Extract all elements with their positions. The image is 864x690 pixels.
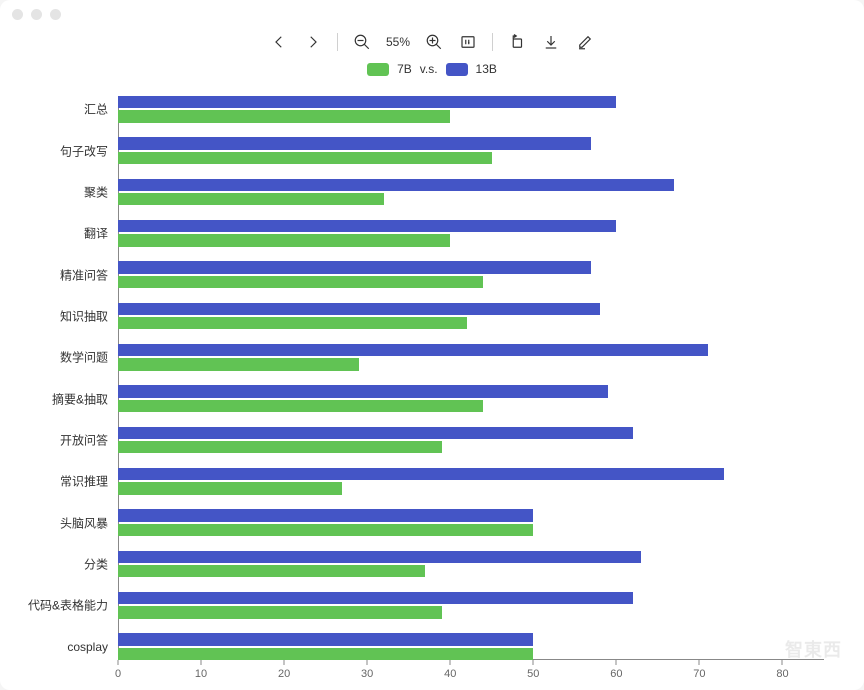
- bar-7b: [118, 400, 483, 412]
- category-label: 聚类: [84, 184, 108, 201]
- x-tick-mark: [450, 660, 451, 665]
- category-label: cosplay: [67, 640, 108, 654]
- viewer-toolbar: 55%: [0, 28, 864, 56]
- rotate-button[interactable]: [507, 32, 527, 52]
- zoom-out-button[interactable]: [352, 32, 372, 52]
- nav-prev-button[interactable]: [269, 32, 289, 52]
- chart-legend: 7B v.s. 13B: [0, 56, 864, 82]
- bar-7b: [118, 234, 450, 246]
- x-tick-label: 80: [776, 668, 788, 680]
- category-label: 分类: [84, 555, 108, 572]
- bar-13b: [118, 468, 724, 480]
- category-label: 精准问答: [60, 266, 108, 283]
- zoom-in-button[interactable]: [424, 32, 444, 52]
- bar-13b: [118, 261, 591, 273]
- category-label: 知识抽取: [60, 308, 108, 325]
- x-tick-mark: [782, 660, 783, 665]
- x-tick-mark: [367, 660, 368, 665]
- category-label: 句子改写: [60, 142, 108, 159]
- x-tick-mark: [201, 660, 202, 665]
- bar-7b: [118, 110, 450, 122]
- x-tick-label: 30: [361, 668, 373, 680]
- category-label: 头脑风暴: [60, 514, 108, 531]
- category-label: 开放问答: [60, 431, 108, 448]
- bar-7b: [118, 276, 483, 288]
- nav-next-button[interactable]: [303, 32, 323, 52]
- app-window: 55% 7B v.s. 13B 汇总句子改写聚类翻译精准问答知识抽取数学问题摘要…: [0, 0, 864, 690]
- traffic-light-close[interactable]: [12, 9, 23, 20]
- chart-container: 汇总句子改写聚类翻译精准问答知识抽取数学问题摘要&抽取开放问答常识推理头脑风暴分…: [0, 82, 864, 690]
- zoom-level-text: 55%: [386, 35, 410, 49]
- bar-13b: [118, 385, 608, 397]
- bar-13b: [118, 96, 616, 108]
- bar-7b: [118, 482, 342, 494]
- x-tick-label: 20: [278, 668, 290, 680]
- bar-7b: [118, 565, 425, 577]
- x-tick-mark: [699, 660, 700, 665]
- bar-13b: [118, 551, 641, 563]
- category-label: 常识推理: [60, 473, 108, 490]
- bar-13b: [118, 137, 591, 149]
- legend-label-13b: 13B: [476, 62, 497, 76]
- category-label: 代码&表格能力: [28, 597, 108, 614]
- bar-7b: [118, 193, 384, 205]
- bar-7b: [118, 648, 533, 660]
- bar-7b: [118, 152, 492, 164]
- bar-7b: [118, 606, 442, 618]
- x-tick-mark: [616, 660, 617, 665]
- category-label: 摘要&抽取: [52, 390, 108, 407]
- category-label: 汇总: [84, 101, 108, 118]
- grouped-bar-chart: 01020304050607080: [118, 96, 824, 660]
- bar-7b: [118, 524, 533, 536]
- toolbar-separator: [337, 33, 338, 51]
- category-label: 翻译: [84, 225, 108, 242]
- x-tick-mark: [118, 660, 119, 665]
- bar-7b: [118, 358, 359, 370]
- category-label: 数学问题: [60, 349, 108, 366]
- x-tick-label: 40: [444, 668, 456, 680]
- bar-13b: [118, 633, 533, 645]
- legend-swatch-7b: [367, 63, 389, 76]
- bar-13b: [118, 303, 600, 315]
- bar-7b: [118, 441, 442, 453]
- x-tick-label: 10: [195, 668, 207, 680]
- bar-13b: [118, 220, 616, 232]
- x-tick-mark: [284, 660, 285, 665]
- y-axis-labels: 汇总句子改写聚类翻译精准问答知识抽取数学问题摘要&抽取开放问答常识推理头脑风暴分…: [0, 96, 118, 660]
- x-tick-label: 60: [610, 668, 622, 680]
- x-tick-label: 50: [527, 668, 539, 680]
- actual-size-button[interactable]: [458, 32, 478, 52]
- bar-13b: [118, 427, 633, 439]
- traffic-light-zoom[interactable]: [50, 9, 61, 20]
- bar-13b: [118, 344, 708, 356]
- plot-area: 01020304050607080: [118, 96, 824, 660]
- traffic-light-minimize[interactable]: [31, 9, 42, 20]
- x-tick-label: 70: [693, 668, 705, 680]
- legend-vs-label: v.s.: [420, 62, 438, 76]
- bar-7b: [118, 317, 467, 329]
- bar-13b: [118, 509, 533, 521]
- toolbar-separator: [492, 33, 493, 51]
- legend-label-7b: 7B: [397, 62, 412, 76]
- bar-13b: [118, 592, 633, 604]
- x-tick-label: 0: [115, 668, 121, 680]
- x-tick-mark: [533, 660, 534, 665]
- bar-13b: [118, 179, 674, 191]
- window-titlebar: [0, 0, 864, 28]
- download-button[interactable]: [541, 32, 561, 52]
- edit-button[interactable]: [575, 32, 595, 52]
- legend-swatch-13b: [446, 63, 468, 76]
